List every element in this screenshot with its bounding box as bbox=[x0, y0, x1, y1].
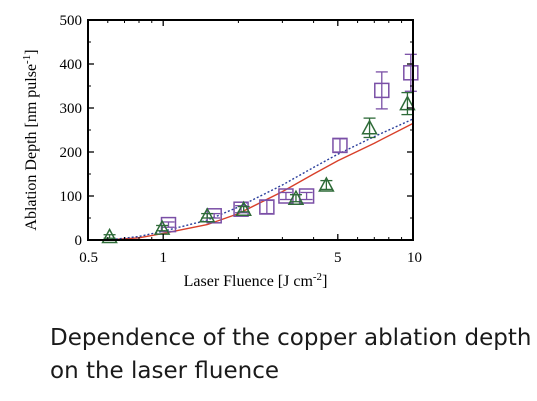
y-axis-title: Ablation Depth [nm pulse-1] bbox=[21, 49, 40, 230]
square-marker bbox=[332, 137, 348, 154]
square-point bbox=[278, 188, 294, 204]
x-axis-title: Laser Fluence [J cm-2] bbox=[184, 271, 328, 290]
triangle-point bbox=[101, 227, 118, 244]
x-tick-label: 10 bbox=[407, 250, 422, 266]
figure-caption: Dependence of the copper ablation depth … bbox=[50, 322, 532, 388]
triangle-marker bbox=[361, 119, 378, 135]
x-tick-label: 1 bbox=[159, 250, 167, 266]
x-tick-label: 5 bbox=[334, 250, 342, 266]
square-marker bbox=[403, 65, 419, 81]
triangle-marker bbox=[287, 189, 305, 205]
y-tick-label: 200 bbox=[60, 145, 83, 161]
triangle-marker bbox=[153, 219, 171, 235]
y-tick-label: 0 bbox=[75, 233, 83, 249]
square-marker bbox=[374, 82, 390, 99]
triangle-marker bbox=[101, 227, 118, 244]
triangle-marker bbox=[399, 95, 416, 111]
triangle-point bbox=[318, 176, 335, 192]
axis-ticks: 0 100 200 300 400 500 0.5 1 5 10 bbox=[60, 13, 423, 266]
square-point bbox=[259, 199, 275, 215]
solid-fit-line bbox=[107, 122, 414, 241]
triangle-point bbox=[287, 189, 305, 205]
caption-line-2: on the laser fluence bbox=[50, 358, 279, 384]
x-tick-label: 0.5 bbox=[79, 250, 98, 266]
triangle-point bbox=[361, 117, 378, 139]
data-markers bbox=[101, 53, 419, 244]
square-marker bbox=[298, 188, 315, 204]
y-tick-label: 100 bbox=[60, 189, 83, 205]
square-point bbox=[332, 137, 348, 154]
square-point bbox=[374, 71, 390, 110]
triangle-marker bbox=[318, 176, 335, 192]
triangle-marker bbox=[198, 207, 216, 223]
y-tick-label: 500 bbox=[60, 13, 83, 29]
dotted-fit-line bbox=[107, 118, 414, 241]
ablation-depth-chart: 0 100 200 300 400 500 0.5 1 5 10 Laser Fluence [J… bbox=[21, 13, 423, 290]
triangle-point bbox=[153, 219, 171, 235]
triangle-point bbox=[198, 207, 216, 223]
square-point bbox=[403, 53, 419, 92]
square-marker bbox=[259, 199, 275, 215]
y-tick-label: 300 bbox=[60, 101, 83, 117]
triangle-point bbox=[235, 200, 252, 216]
caption-line-1: Dependence of the copper ablation depth bbox=[50, 325, 532, 351]
triangle-point bbox=[399, 91, 416, 116]
y-tick-label: 400 bbox=[60, 57, 83, 73]
triangle-marker bbox=[235, 200, 252, 216]
square-point bbox=[298, 188, 315, 204]
